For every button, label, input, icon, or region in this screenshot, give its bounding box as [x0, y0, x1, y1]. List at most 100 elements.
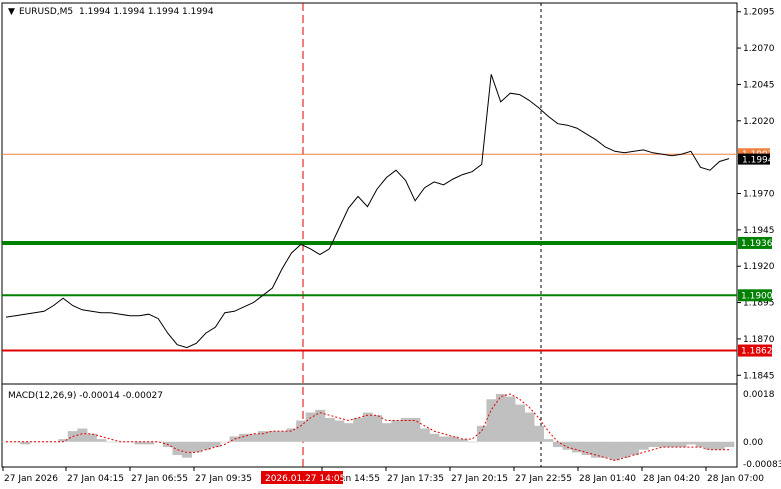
macd-bar [457, 439, 468, 442]
macd-bar [353, 417, 364, 442]
time-tick-label: 28 Jan 04:20 [643, 474, 700, 484]
current-price-box [738, 153, 770, 165]
macd-signal-line [6, 393, 729, 461]
macd-bar [448, 436, 459, 442]
macd-bar [201, 441, 212, 450]
macd-bar [210, 441, 221, 448]
macd-bar [467, 441, 478, 443]
macd-label: MACD(12,26,9) -0.00014 -0.00027 [8, 391, 163, 401]
macd-bar [105, 441, 116, 443]
level-1900-label-box [738, 289, 772, 302]
macd-bar [419, 428, 430, 442]
time-tick-label: 27 Jan 04:15 [67, 474, 124, 484]
macd-bar [648, 441, 659, 448]
macd-bar [600, 441, 611, 458]
macd-bar [676, 441, 687, 448]
macd-tick-label: -0.00083 [743, 460, 781, 470]
macd-bar [39, 441, 50, 443]
macd-bar [638, 441, 649, 450]
level-1900-label: 1.1900 [741, 291, 773, 301]
time-tick-label: 27 Jan 09:35 [195, 474, 252, 484]
macd-bar [191, 441, 202, 453]
macd-tick-label: 0.00 [743, 438, 763, 448]
price-tick-label: 1.2045 [743, 80, 775, 90]
time-axis[interactable]: 27 Jan 2026 27 Jan 04:15 27 Jan 06:55 27 Ja… [2, 467, 764, 484]
collapse-arrow-icon[interactable]: ▼ [8, 7, 15, 17]
macd-bar [667, 441, 678, 448]
macd-bar [372, 415, 383, 442]
macd-bar [229, 436, 240, 442]
macd-bar [134, 441, 145, 445]
price-tick-label: 1.1845 [743, 371, 775, 381]
macd-bar [657, 441, 668, 448]
price-tick-label: 1.1970 [743, 190, 775, 200]
level-1936-label-box [738, 236, 772, 249]
macd-bar [143, 441, 154, 445]
time-tick-label: 27 Jan 22:55 [515, 474, 572, 484]
macd-bar [324, 417, 335, 442]
macd-bar [220, 441, 231, 443]
macd-bar [362, 412, 373, 442]
price-tick-label: 1.1870 [743, 335, 775, 345]
macd-bar [124, 441, 135, 443]
ohlc-readout: 1.1994 1.1994 1.1994 1.1994 [79, 7, 214, 17]
macd-bar [591, 441, 602, 458]
macd-bar [277, 431, 288, 442]
macd-histogram [1, 393, 735, 461]
macd-bar [495, 393, 506, 442]
time-tick-label: 27 Jan 2026 [4, 474, 58, 484]
macd-bar [286, 428, 297, 442]
symbol-title: EURUSD,M5 [19, 7, 73, 17]
macd-tick-label: 0.0018 [743, 390, 775, 400]
macd-bar [524, 412, 535, 442]
time-tick-label: 28 Jan 07:00 [707, 474, 764, 484]
time-tick-label: 27 Jan 20:15 [451, 474, 508, 484]
macd-bar [695, 441, 706, 448]
macd-bar [400, 417, 411, 442]
time-highlight-label: 2026.01.27 14:05 [265, 474, 345, 484]
macd-bar [77, 428, 88, 442]
macd-bar [724, 441, 735, 448]
price-series-line [5, 74, 730, 349]
macd-bar [334, 420, 345, 442]
price-tick-label: 1.1945 [743, 226, 775, 236]
macd-bar [296, 420, 307, 442]
macd-bar [543, 439, 554, 442]
macd-bar [514, 404, 525, 442]
macd-bar [629, 441, 640, 456]
macd-axis: 0.0018 0.00 -0.00083 [743, 390, 781, 470]
macd-bar [343, 423, 354, 442]
macd-bar [410, 417, 421, 442]
price-tick-label: 1.1895 [743, 299, 775, 309]
macd-bar [581, 441, 592, 456]
macd-bar [48, 441, 59, 443]
macd-bar [391, 420, 402, 442]
macd-bar [267, 431, 278, 442]
price-tick-label: 1.2020 [743, 117, 775, 127]
price-tick-label: 1.2095 [743, 8, 775, 18]
macd-bar [505, 396, 516, 442]
macd-bar [86, 433, 97, 442]
macd-bar [305, 412, 316, 442]
macd-bar [153, 441, 164, 443]
macd-bar [686, 441, 697, 445]
levels: 1.1936 1.1900 1.1862 [2, 236, 773, 357]
macd-bar [381, 423, 392, 442]
macd-bar [533, 425, 544, 442]
level-1862-label-box [738, 344, 772, 357]
macd-bar [714, 441, 725, 450]
level-1936-label: 1.1936 [741, 239, 773, 249]
macd-bar [705, 441, 716, 450]
macd-bar [315, 409, 326, 442]
macd-bar [248, 433, 259, 442]
macd-bar [58, 439, 69, 442]
macd-bar [610, 441, 621, 461]
time-tick-label: 27 Jan 14:55 [323, 474, 380, 484]
level-1862-label: 1.1862 [741, 347, 773, 357]
macd-bar [438, 436, 449, 442]
macd-bar [486, 399, 497, 442]
price-axis[interactable]: 1.2095 1.2070 1.2045 1.2020 1.1970 1.1945 1.19… [737, 8, 775, 382]
macd-bar [172, 441, 183, 456]
current-price-label: 1.1994 [742, 156, 774, 166]
